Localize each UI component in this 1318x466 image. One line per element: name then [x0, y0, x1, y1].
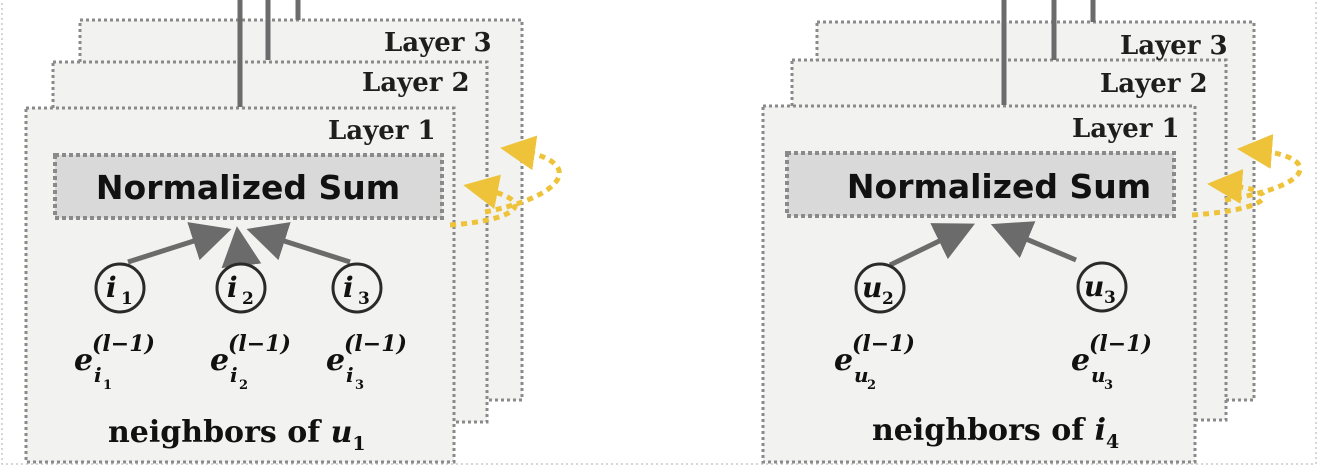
- svg-text:1: 1: [103, 378, 112, 393]
- embedding-u3: e (l−1) u 3: [1071, 331, 1152, 393]
- layer-3-label-right: Layer 3: [1120, 31, 1228, 61]
- normalized-sum-label-right: Normalized Sum: [847, 167, 1151, 206]
- svg-text:u: u: [862, 271, 882, 304]
- svg-text:u: u: [1084, 270, 1104, 303]
- svg-text:i: i: [230, 363, 238, 387]
- svg-text:(l−1): (l−1): [852, 331, 915, 357]
- svg-text:2: 2: [239, 378, 248, 393]
- layer-1-label-left: Layer 1: [328, 116, 436, 146]
- svg-text:3: 3: [358, 289, 370, 309]
- svg-text:3: 3: [1104, 288, 1116, 308]
- embedding-i3: e (l−1) i 3: [326, 331, 407, 393]
- layer-loop-arrow-left-1: [449, 174, 518, 228]
- svg-text:2: 2: [242, 289, 254, 309]
- node-i2: i 2: [215, 262, 267, 314]
- svg-text:3: 3: [1104, 378, 1113, 393]
- layer-loop-arrow-right-2: [1224, 134, 1303, 203]
- svg-text:i: i: [346, 363, 354, 387]
- left-panel: Layer 3 Layer 2 Layer 1 Normalized Sum i…: [24, 0, 562, 464]
- normalized-sum-box-right: [785, 151, 1176, 218]
- svg-text:e: e: [1071, 343, 1090, 378]
- embedding-i1: e (l−1) i 1: [74, 331, 155, 393]
- edge-u2-to-sum: [888, 223, 975, 268]
- svg-text:i: i: [343, 271, 354, 304]
- node-i3: i 3: [331, 262, 383, 314]
- node-u3: u 3: [1076, 261, 1128, 313]
- svg-text:3: 3: [355, 378, 364, 393]
- right-panel: Layer 3 Layer 2 Layer 1 Normalized Sum u…: [761, 0, 1303, 464]
- svg-text:(l−1): (l−1): [228, 331, 291, 357]
- svg-text:i: i: [227, 271, 238, 304]
- layer-2-label-left: Layer 2: [362, 68, 470, 98]
- node-i1: i 1: [94, 262, 146, 314]
- svg-text:u: u: [1091, 363, 1106, 387]
- svg-text:u: u: [854, 363, 869, 387]
- svg-text:e: e: [834, 343, 853, 378]
- svg-text:2: 2: [882, 289, 894, 309]
- svg-text:e: e: [74, 343, 93, 378]
- edge-i1-to-sum: [127, 222, 232, 265]
- svg-text:e: e: [326, 343, 345, 378]
- svg-text:i: i: [94, 363, 102, 387]
- embedding-u2: e (l−1) u 2: [834, 331, 915, 393]
- embedding-i2: e (l−1) i 2: [210, 331, 291, 393]
- normalized-sum-label-left: Normalized Sum: [96, 168, 400, 207]
- layer-1-label-right: Layer 1: [1072, 114, 1180, 144]
- layer-loop-arrow-right-1: [1191, 169, 1266, 218]
- layer-2-label-right: Layer 2: [1100, 69, 1208, 99]
- svg-text:(l−1): (l−1): [92, 331, 155, 357]
- layer-3-label-left: Layer 3: [384, 28, 492, 58]
- layer-loop-arrow-left-2: [484, 135, 562, 215]
- edge-i3-to-sum: [246, 222, 351, 265]
- svg-text:i: i: [106, 271, 117, 304]
- svg-text:(l−1): (l−1): [1089, 331, 1152, 357]
- caption-left: neighbors of u1: [108, 415, 366, 455]
- svg-text:e: e: [210, 343, 229, 378]
- edge-i2-to-sum: [221, 226, 262, 269]
- node-u2: u 2: [854, 262, 906, 314]
- svg-text:1: 1: [121, 289, 133, 309]
- caption-right: neighbors of i4: [872, 413, 1119, 453]
- edge-u3-to-sum: [990, 221, 1077, 263]
- normalized-sum-box-left: [53, 153, 444, 220]
- svg-text:2: 2: [867, 378, 876, 393]
- svg-text:(l−1): (l−1): [344, 331, 407, 357]
